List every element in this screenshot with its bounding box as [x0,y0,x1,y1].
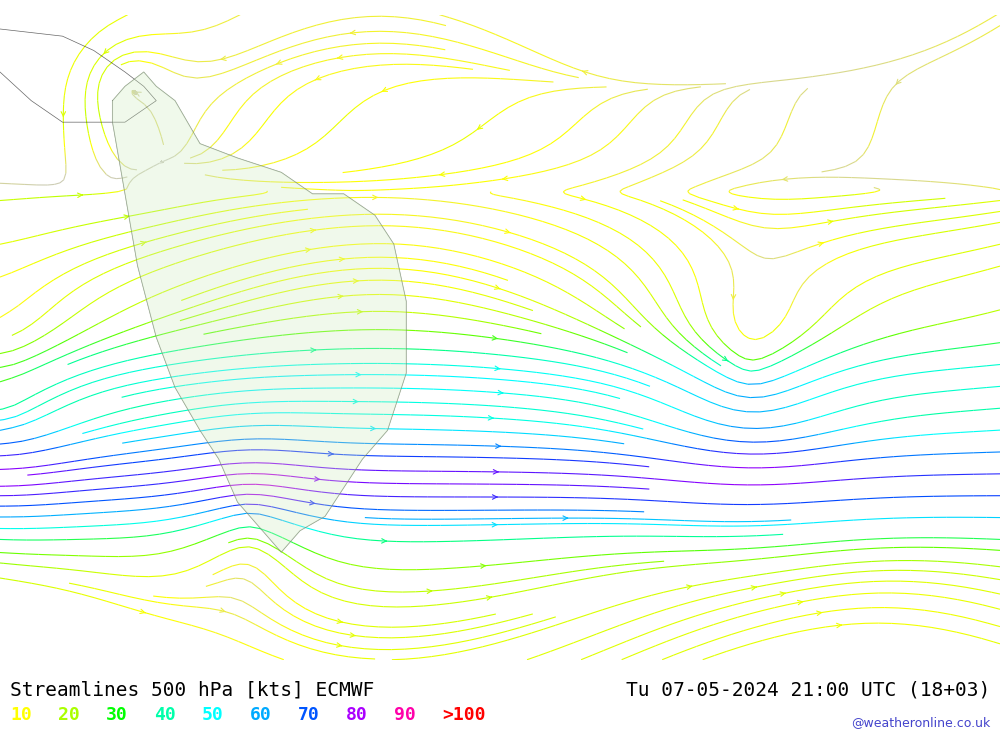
FancyArrowPatch shape [440,172,445,177]
FancyArrowPatch shape [140,609,145,614]
FancyArrowPatch shape [315,75,321,80]
Text: 50: 50 [202,706,224,723]
FancyArrowPatch shape [353,279,358,283]
FancyArrowPatch shape [338,295,343,299]
FancyArrowPatch shape [896,79,901,84]
FancyArrowPatch shape [310,229,315,233]
FancyArrowPatch shape [496,444,501,449]
FancyArrowPatch shape [817,611,822,616]
FancyArrowPatch shape [563,516,568,520]
FancyArrowPatch shape [356,372,361,377]
FancyArrowPatch shape [498,391,503,395]
FancyArrowPatch shape [837,623,842,627]
Text: 80: 80 [346,706,368,723]
Polygon shape [112,72,406,552]
FancyArrowPatch shape [220,608,225,612]
Text: 60: 60 [250,706,272,723]
Text: 70: 70 [298,706,320,723]
Text: 40: 40 [154,706,176,723]
FancyArrowPatch shape [350,30,356,34]
FancyArrowPatch shape [751,586,756,590]
FancyArrowPatch shape [687,585,692,589]
FancyArrowPatch shape [311,348,316,353]
FancyArrowPatch shape [492,523,497,527]
FancyArrowPatch shape [731,295,736,299]
FancyArrowPatch shape [580,196,586,200]
FancyArrowPatch shape [337,643,342,647]
FancyArrowPatch shape [783,177,788,181]
FancyArrowPatch shape [371,427,375,431]
FancyArrowPatch shape [495,366,500,370]
FancyArrowPatch shape [481,564,486,568]
FancyArrowPatch shape [722,356,728,361]
Text: @weatheronline.co.uk: @weatheronline.co.uk [851,716,990,729]
Text: Streamlines 500 hPa [kts] ECMWF: Streamlines 500 hPa [kts] ECMWF [10,680,374,699]
FancyArrowPatch shape [337,619,342,623]
FancyArrowPatch shape [492,495,497,499]
FancyArrowPatch shape [797,600,803,605]
FancyArrowPatch shape [488,416,493,420]
FancyArrowPatch shape [338,55,343,59]
FancyArrowPatch shape [382,539,387,543]
Text: Tu 07-05-2024 21:00 UTC (18+03): Tu 07-05-2024 21:00 UTC (18+03) [626,680,990,699]
FancyArrowPatch shape [382,87,388,92]
FancyArrowPatch shape [373,195,377,199]
FancyArrowPatch shape [350,633,355,637]
FancyArrowPatch shape [780,592,785,596]
Text: >100: >100 [442,706,485,723]
FancyArrowPatch shape [221,56,226,61]
FancyArrowPatch shape [494,285,500,290]
FancyArrowPatch shape [61,111,66,117]
Text: 20: 20 [58,706,80,723]
FancyArrowPatch shape [353,399,358,404]
Text: 10: 10 [10,706,32,723]
FancyArrowPatch shape [582,70,588,75]
FancyArrowPatch shape [486,596,492,600]
FancyArrowPatch shape [136,92,141,96]
FancyArrowPatch shape [505,229,510,233]
Text: 90: 90 [394,706,416,723]
FancyArrowPatch shape [492,336,497,340]
FancyArrowPatch shape [104,48,109,54]
FancyArrowPatch shape [124,215,129,219]
Text: 30: 30 [106,706,128,723]
FancyArrowPatch shape [276,60,282,65]
FancyArrowPatch shape [339,257,344,262]
FancyArrowPatch shape [478,125,483,129]
FancyArrowPatch shape [315,476,320,481]
FancyArrowPatch shape [733,206,738,210]
FancyArrowPatch shape [818,242,823,246]
FancyArrowPatch shape [357,309,362,314]
FancyArrowPatch shape [305,248,311,252]
FancyArrowPatch shape [310,501,315,505]
FancyArrowPatch shape [427,589,432,594]
FancyArrowPatch shape [493,470,498,474]
FancyArrowPatch shape [828,220,833,224]
FancyArrowPatch shape [503,176,508,180]
FancyArrowPatch shape [141,241,146,246]
FancyArrowPatch shape [77,193,82,197]
FancyArrowPatch shape [328,452,333,456]
